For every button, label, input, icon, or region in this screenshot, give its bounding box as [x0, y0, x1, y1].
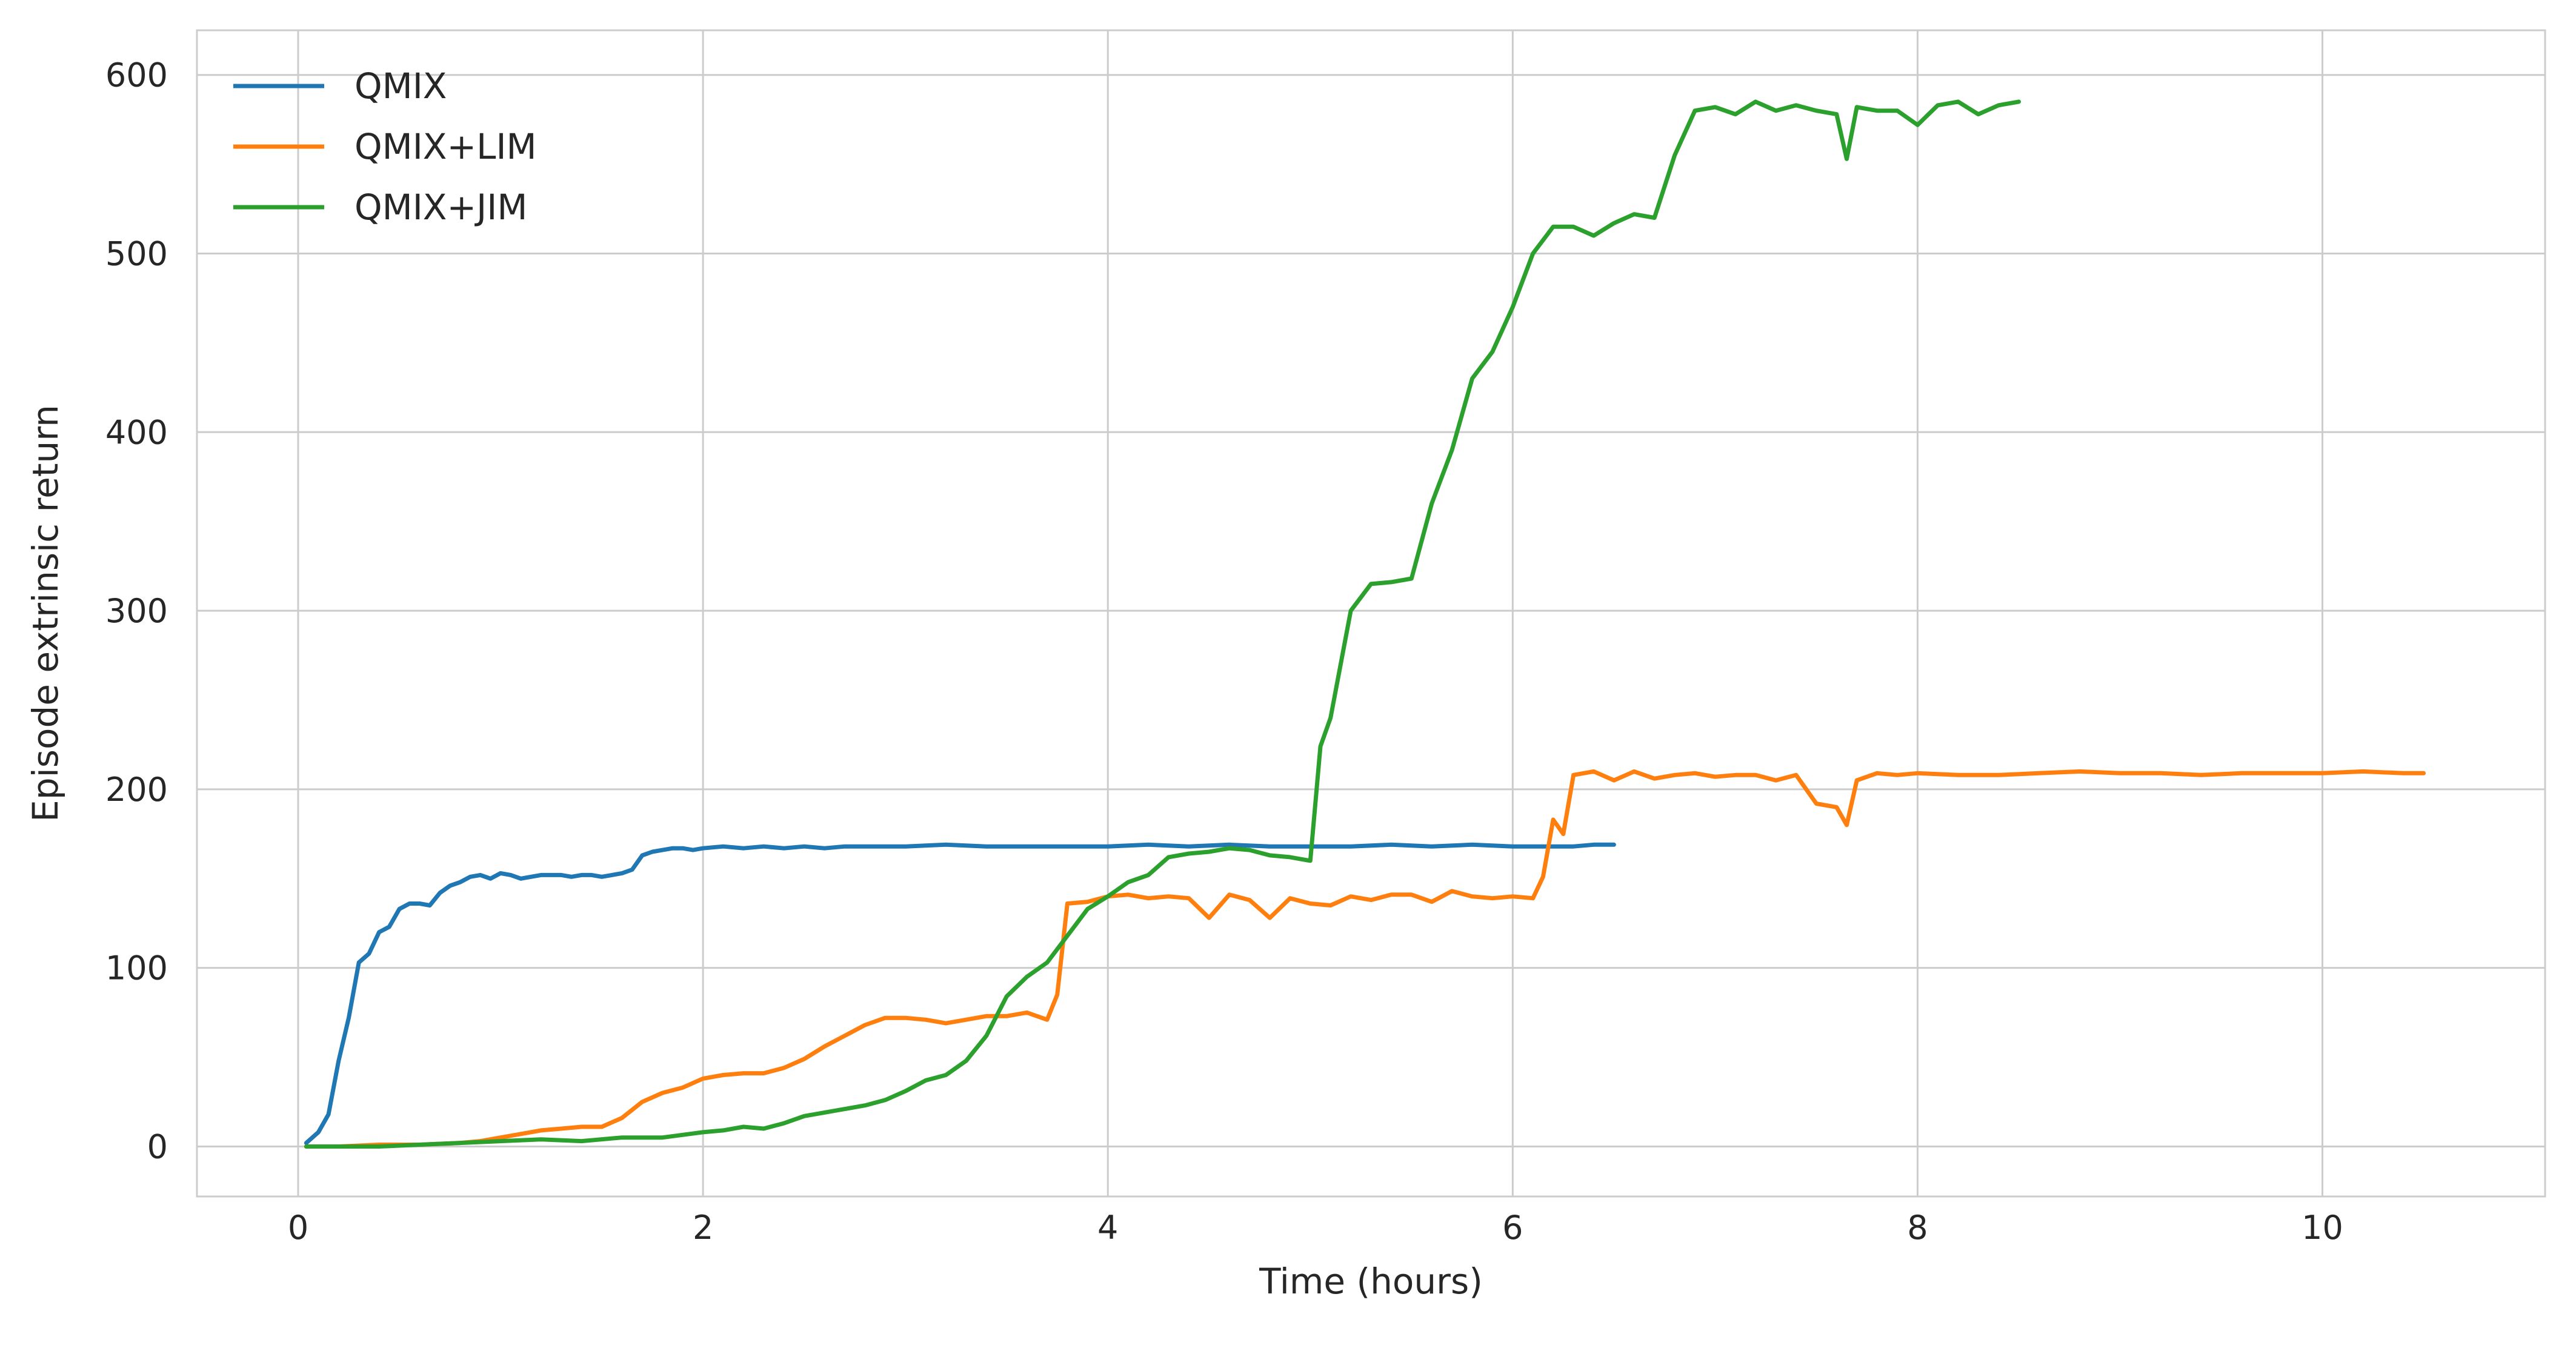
plot-frame [196, 29, 2546, 1198]
series-line-qmix-jim [304, 99, 2021, 1149]
y-axis-label: Episode extrinsic return [25, 405, 66, 822]
x-tick-label: 6 [1502, 1209, 1523, 1247]
legend: QMIX QMIX+LIM QMIX+JIM [233, 65, 537, 228]
y-tick-label: 200 [105, 771, 168, 809]
y-tick-label: 600 [105, 56, 168, 95]
series-line-qmix-lim [304, 769, 2426, 1149]
series-lines [304, 99, 2426, 1149]
y-tick-label: 400 [105, 413, 168, 451]
x-tick-label: 8 [1907, 1209, 1928, 1247]
x-axis-label: Time (hours) [1259, 1261, 1483, 1302]
y-tick-label: 0 [147, 1127, 168, 1166]
legend-label-qmix: QMIX [354, 65, 447, 107]
x-tick-label: 0 [288, 1209, 308, 1247]
y-tick-label: 500 [105, 234, 168, 273]
x-tick-label: 2 [693, 1209, 713, 1247]
legend-label-qmix-jim: QMIX+JIM [354, 187, 527, 228]
series-line-qmix [304, 842, 1616, 1146]
y-tick-label: 100 [105, 949, 168, 987]
x-tick-label: 4 [1097, 1209, 1118, 1247]
grid [197, 30, 2545, 1196]
legend-label-qmix-lim: QMIX+LIM [354, 126, 537, 167]
x-tick-label: 10 [2301, 1209, 2343, 1247]
y-tick-label: 300 [105, 592, 168, 630]
